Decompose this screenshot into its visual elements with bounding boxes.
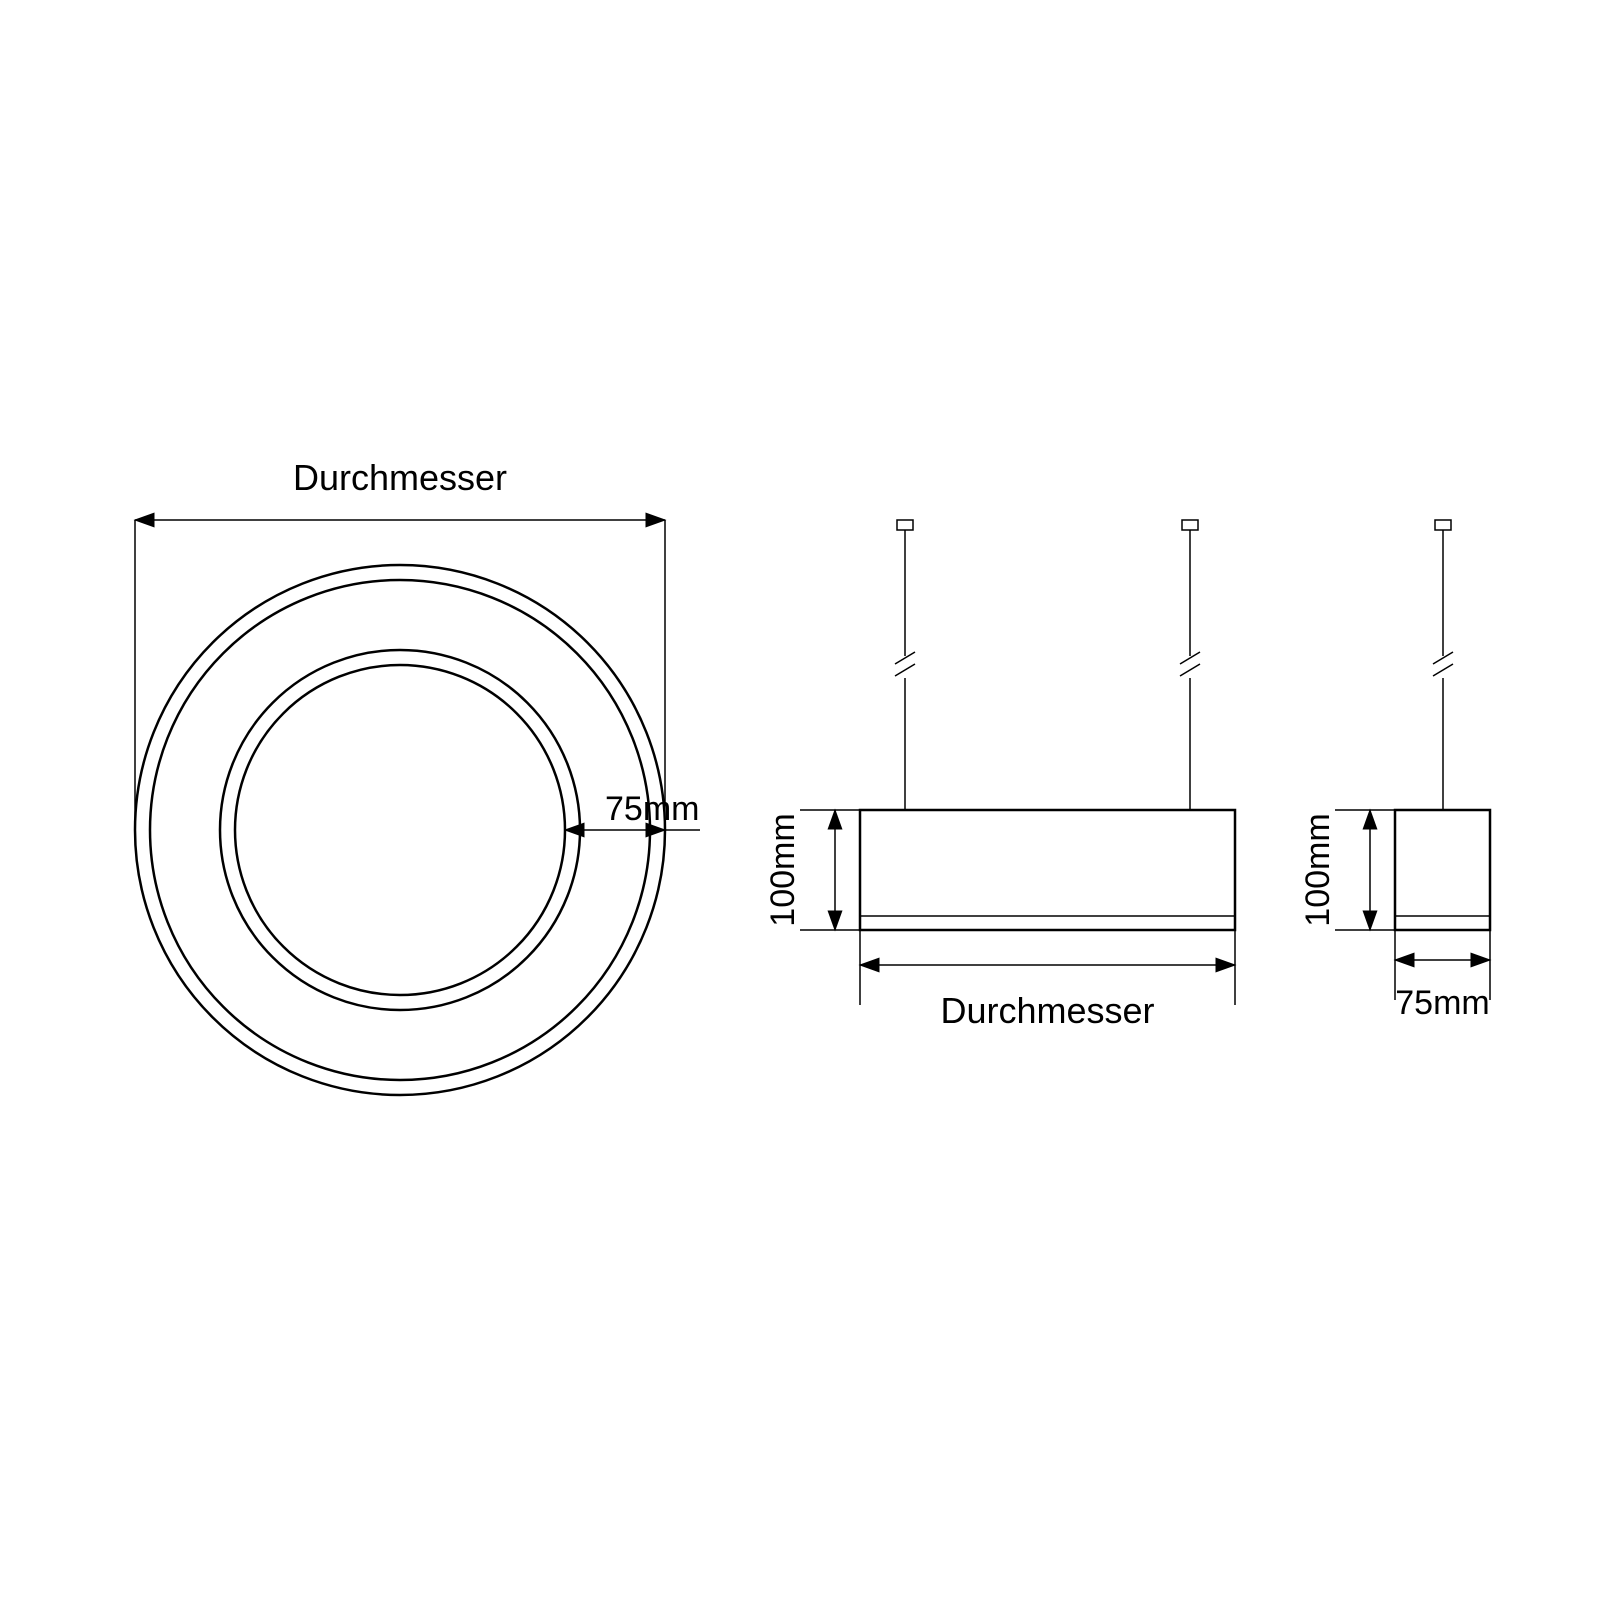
- plan-ring-circle: [220, 650, 580, 1010]
- hanger-break: [1180, 664, 1200, 676]
- hanger-clip: [1182, 520, 1198, 530]
- front-body: [860, 810, 1235, 930]
- side-width-label: 75mm: [1395, 984, 1489, 1022]
- plan-thickness-label: 75mm: [605, 790, 699, 828]
- hanger-break: [895, 664, 915, 676]
- plan-ring-circle: [235, 665, 565, 995]
- side-height-label: 100mm: [1299, 813, 1337, 926]
- front-height-label: 100mm: [764, 813, 802, 926]
- technical-drawing: Durchmesser 75mm 100mm Durchmesser 100mm 75mm: [0, 0, 1600, 1600]
- side-body: [1395, 810, 1490, 930]
- hanger-break: [1433, 664, 1453, 676]
- hanger-clip: [1435, 520, 1451, 530]
- hanger-clip: [897, 520, 913, 530]
- plan-diameter-label: Durchmesser: [293, 457, 507, 498]
- front-width-label: Durchmesser: [940, 990, 1154, 1031]
